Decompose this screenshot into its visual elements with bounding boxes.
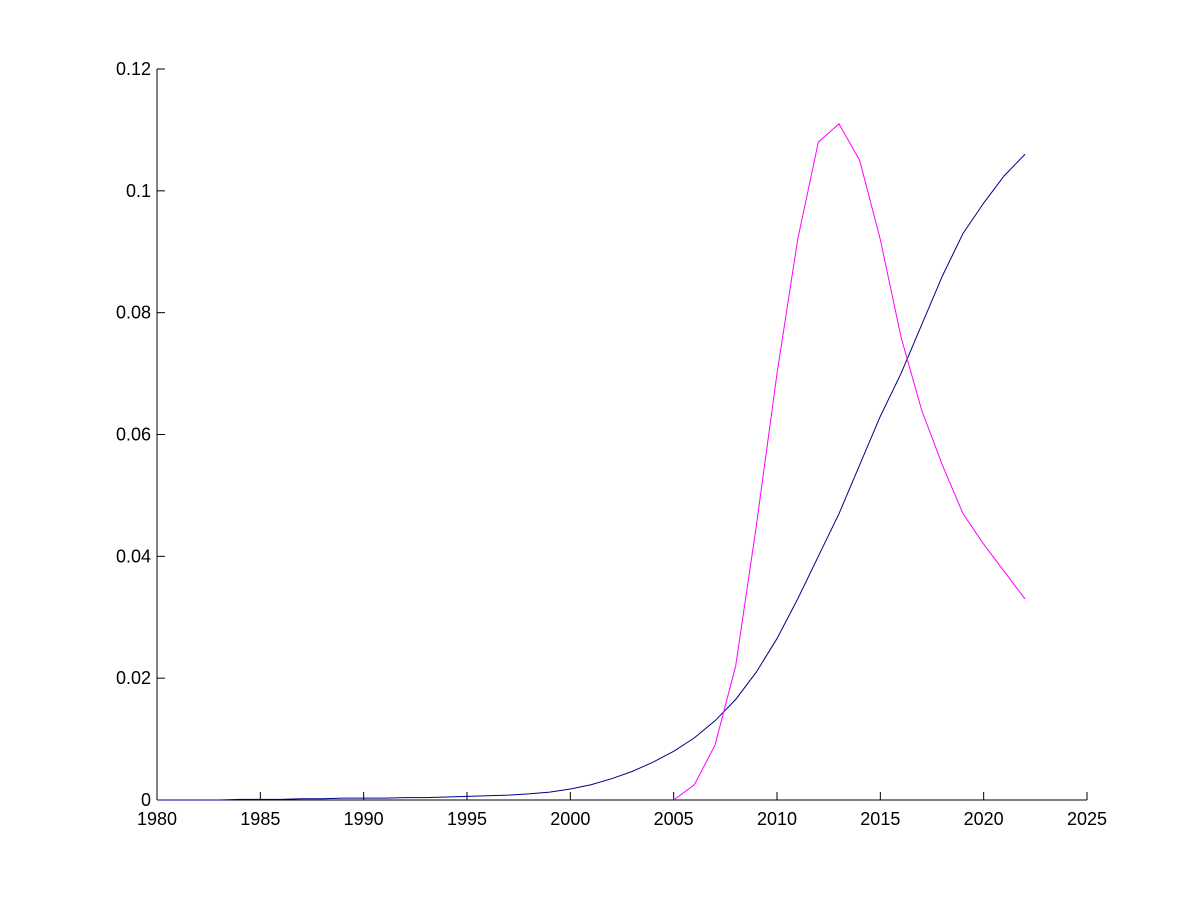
x-tick-label: 2025: [1067, 809, 1107, 829]
y-tick-label: 0.1: [126, 181, 151, 201]
y-tick-label: 0.12: [116, 59, 151, 79]
x-tick-label: 1990: [344, 809, 384, 829]
y-tick-label: 0.06: [116, 425, 151, 445]
x-tick-label: 2005: [654, 809, 694, 829]
y-tick-label: 0.08: [116, 303, 151, 323]
x-tick-label: 2000: [550, 809, 590, 829]
y-tick-label: 0: [141, 790, 151, 810]
x-tick-label: 2010: [757, 809, 797, 829]
series-line: [673, 123, 1026, 801]
x-tick-label: 2015: [860, 809, 900, 829]
y-tick-label: 0.04: [116, 546, 151, 566]
series-line: [157, 153, 1026, 801]
x-tick-label: 1985: [240, 809, 280, 829]
x-tick-label: 2020: [964, 809, 1004, 829]
y-tick-label: 0.02: [116, 668, 151, 688]
x-tick-label: 1995: [447, 809, 487, 829]
x-tick-label: 1980: [137, 809, 177, 829]
